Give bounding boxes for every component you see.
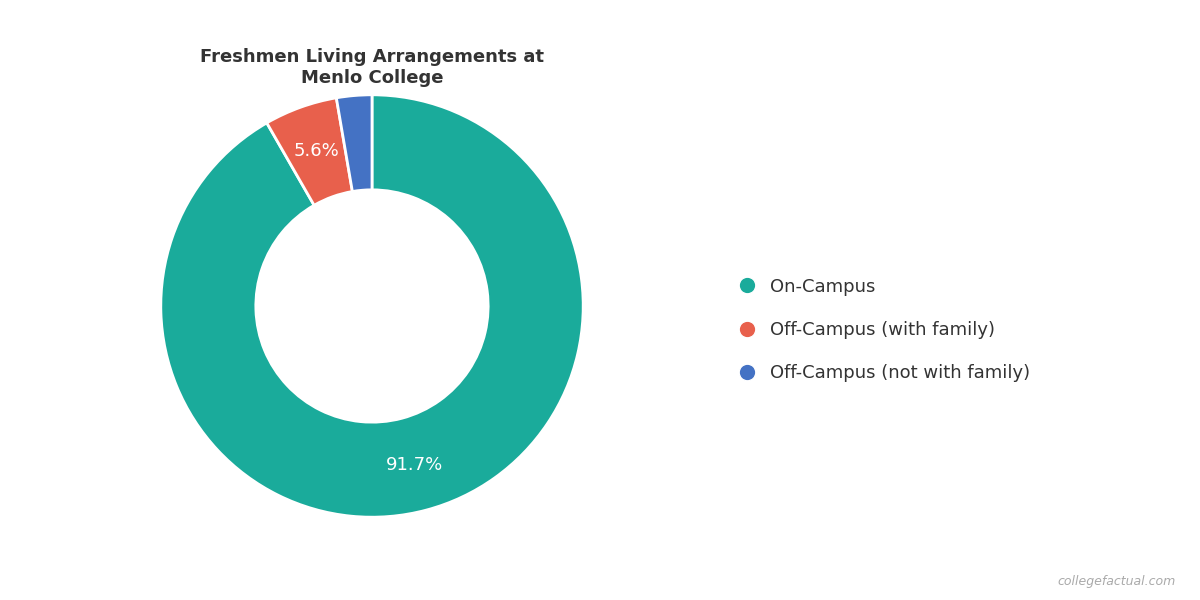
Wedge shape bbox=[336, 95, 372, 191]
Text: 5.6%: 5.6% bbox=[293, 142, 340, 160]
Text: 91.7%: 91.7% bbox=[386, 456, 443, 474]
Wedge shape bbox=[266, 98, 353, 205]
Text: Freshmen Living Arrangements at
Menlo College: Freshmen Living Arrangements at Menlo Co… bbox=[200, 48, 544, 87]
Wedge shape bbox=[161, 95, 583, 517]
Text: collegefactual.com: collegefactual.com bbox=[1057, 575, 1176, 588]
Legend: On-Campus, Off-Campus (with family), Off-Campus (not with family): On-Campus, Off-Campus (with family), Off… bbox=[720, 260, 1048, 400]
